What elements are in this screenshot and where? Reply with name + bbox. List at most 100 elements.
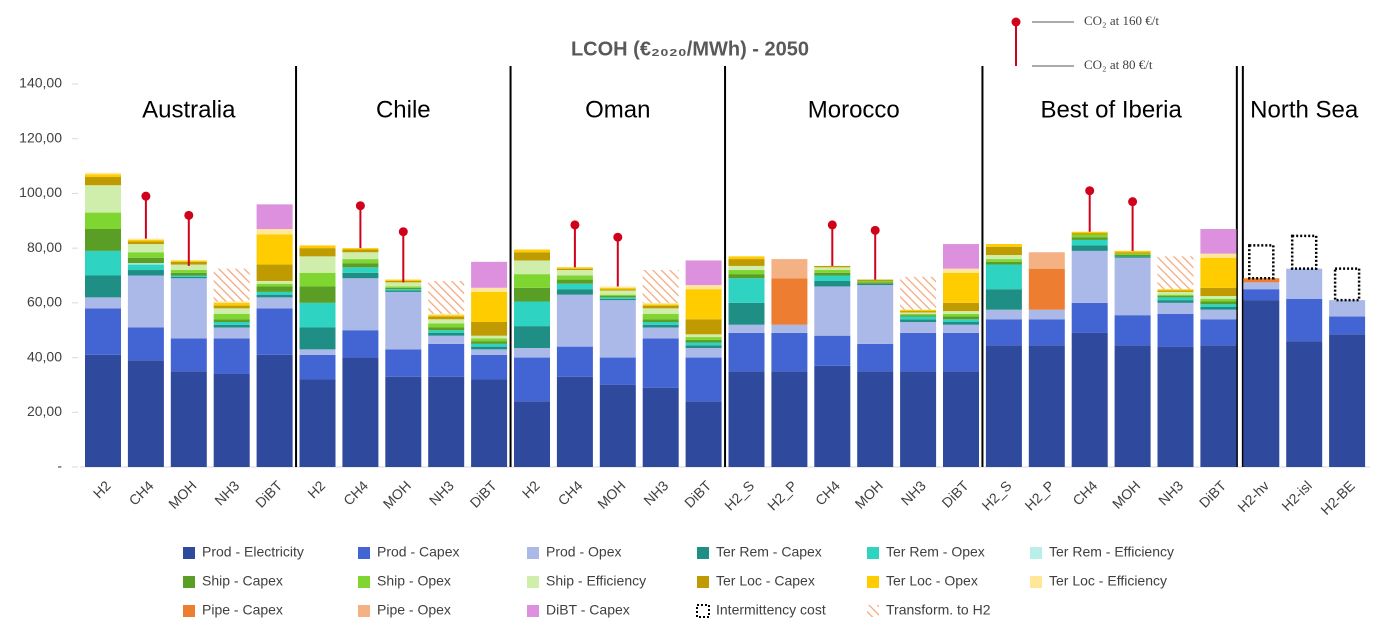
bar-segment xyxy=(428,319,465,324)
x-tick-label: H2-hv xyxy=(1234,477,1272,515)
bar-segment xyxy=(1157,256,1194,290)
bar-segment xyxy=(428,330,465,333)
bar-segment xyxy=(299,327,336,350)
bar-segment xyxy=(170,264,207,271)
bar-segment xyxy=(170,338,207,372)
bar-segment xyxy=(857,343,894,372)
bar-segment xyxy=(642,327,679,339)
co2-legend-label: CO₂ at 160 €/t xyxy=(1084,13,1159,28)
bar-segment xyxy=(256,283,293,287)
bar-segment xyxy=(127,239,164,242)
bar-segment xyxy=(985,254,1022,260)
y-tick-label: 60,00 xyxy=(27,294,62,310)
bar-segment xyxy=(1243,300,1280,467)
bar-segment xyxy=(85,185,121,213)
x-tick-label: MOH xyxy=(852,477,886,511)
bar-segment xyxy=(943,371,979,467)
bar-segment xyxy=(642,338,679,388)
bar-segment xyxy=(299,272,336,287)
legend-swatch xyxy=(358,605,370,617)
bar-segment xyxy=(1071,245,1108,251)
bar-segment xyxy=(1200,253,1237,258)
bar-segment xyxy=(428,316,465,320)
bar-segment xyxy=(599,384,636,467)
bar-segment xyxy=(471,354,508,380)
bar-segment xyxy=(1071,250,1108,303)
bar-segment xyxy=(170,371,207,467)
bar-segment xyxy=(428,343,465,377)
bar-segment xyxy=(514,357,550,402)
bar-segment xyxy=(1114,250,1151,253)
bar-segment xyxy=(85,297,121,309)
bar-segment xyxy=(256,294,293,298)
bar-segment xyxy=(1243,289,1280,301)
bar-segment xyxy=(85,250,121,276)
bar-segment xyxy=(1286,341,1323,467)
bar-segment xyxy=(299,256,336,273)
bar-segment xyxy=(599,298,636,301)
bar-segment xyxy=(685,357,722,402)
bar-segment xyxy=(85,212,121,229)
bar-segment xyxy=(1071,234,1108,238)
bar-segment xyxy=(900,309,937,312)
group-label: Chile xyxy=(376,96,431,123)
chart-title: LCOH (€₂₀₂₀/MWh) - 2050 xyxy=(571,38,809,60)
legend-swatch xyxy=(867,576,879,588)
co2-legend-label: CO₂ at 80 €/t xyxy=(1084,57,1153,72)
bar-segment xyxy=(556,376,593,467)
bar-segment xyxy=(170,272,207,276)
bar-segment xyxy=(556,279,593,284)
bar-segment xyxy=(556,270,593,276)
bar-segment xyxy=(814,275,851,281)
x-tick-label: DiBT xyxy=(938,477,972,511)
bar-segment xyxy=(1157,289,1194,291)
legend-swatch xyxy=(183,576,195,588)
bar-segment xyxy=(985,319,1022,346)
bar-segment xyxy=(1329,316,1366,335)
bar-segment xyxy=(471,335,508,339)
bar-segment xyxy=(342,330,379,358)
bar-segment xyxy=(213,338,250,374)
x-tick-label: NH3 xyxy=(211,477,242,508)
bar-segment xyxy=(342,252,379,260)
bar-segment xyxy=(943,244,979,269)
bar-segment xyxy=(170,270,207,273)
legend-swatch xyxy=(697,547,709,559)
legend-swatch xyxy=(358,547,370,559)
bar-segment xyxy=(85,275,121,298)
bar-segment xyxy=(685,342,722,346)
bar-segment xyxy=(1157,300,1194,303)
x-tick-label: CH4 xyxy=(555,477,586,508)
bar-segment xyxy=(514,260,550,275)
bar-segment xyxy=(213,302,250,306)
bar-segment xyxy=(685,334,722,338)
legend-label: Prod - Opex xyxy=(546,544,621,560)
legend-swatch xyxy=(1030,576,1042,588)
bar-segment xyxy=(342,259,379,264)
bar-segment xyxy=(342,357,379,467)
legend-label: Prod - Electricity xyxy=(202,544,304,560)
x-tick-label: H2_S xyxy=(979,477,1015,513)
bar-segment xyxy=(1071,233,1108,235)
bar-segment xyxy=(771,332,808,372)
legend-label: Ter Loc - Capex xyxy=(716,573,815,589)
group-label: Oman xyxy=(585,96,650,123)
bar-segment xyxy=(127,244,164,253)
bar-segment xyxy=(1114,256,1151,258)
bar-segment xyxy=(642,304,679,306)
bar-segment xyxy=(685,337,722,340)
bar-segment xyxy=(213,268,250,302)
bar-segment xyxy=(428,335,465,344)
x-tick-label: MOH xyxy=(165,477,199,511)
bar-segment xyxy=(771,371,808,467)
bar-segment xyxy=(857,285,894,344)
bar-segment xyxy=(342,263,379,268)
bar-segment xyxy=(127,270,164,276)
bar-segment xyxy=(256,228,293,235)
bar-segment xyxy=(900,276,937,310)
bar-segment xyxy=(685,319,722,335)
x-tick-label: NH3 xyxy=(898,477,929,508)
bar-segment xyxy=(556,294,593,347)
bar-segment xyxy=(471,349,508,355)
legend-swatch xyxy=(867,547,879,559)
